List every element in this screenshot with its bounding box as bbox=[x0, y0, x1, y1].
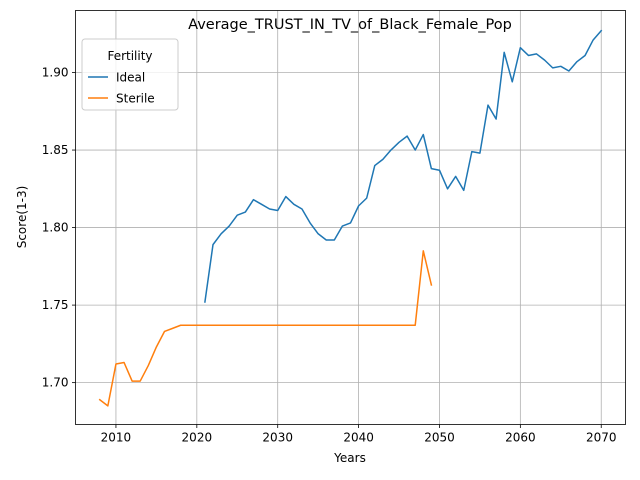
x-tick-label: 2040 bbox=[343, 431, 374, 445]
legend-label-ideal: Ideal bbox=[116, 71, 145, 85]
chart-title: Average_TRUST_IN_TV_of_Black_Female_Pop bbox=[188, 17, 512, 33]
x-tick-label: 2030 bbox=[262, 431, 293, 445]
series-line-sterile bbox=[98, 250, 433, 407]
y-tick-label: 1.70 bbox=[42, 376, 69, 390]
x-tick-label: 2070 bbox=[586, 431, 617, 445]
grid-lines bbox=[75, 10, 626, 425]
y-tick-label: 1.80 bbox=[42, 221, 69, 235]
x-tick-label: 2060 bbox=[505, 431, 536, 445]
x-axis-title: Years bbox=[333, 451, 366, 465]
legend-label-sterile: Sterile bbox=[116, 92, 155, 106]
x-axis-ticks: 2010 2020 2030 2040 2050 2060 2070 bbox=[101, 424, 617, 445]
legend-box bbox=[81, 38, 179, 111]
legend: Fertility Ideal Sterile bbox=[81, 38, 179, 111]
x-tick-label: 2050 bbox=[424, 431, 455, 445]
series-lines bbox=[98, 29, 603, 407]
y-axis-ticks: 1.70 1.75 1.80 1.85 1.90 bbox=[42, 66, 76, 390]
y-tick-label: 1.85 bbox=[42, 143, 69, 157]
plot-frame bbox=[75, 10, 626, 425]
legend-title: Fertility bbox=[107, 49, 152, 63]
y-tick-label: 1.90 bbox=[42, 66, 69, 80]
series-line-ideal bbox=[204, 29, 603, 303]
x-tick-label: 2010 bbox=[101, 431, 132, 445]
x-tick-label: 2020 bbox=[182, 431, 213, 445]
y-tick-label: 1.75 bbox=[42, 298, 69, 312]
legend-entries: Ideal Sterile bbox=[88, 71, 155, 106]
y-axis-title: Score(1-3) bbox=[15, 186, 29, 249]
